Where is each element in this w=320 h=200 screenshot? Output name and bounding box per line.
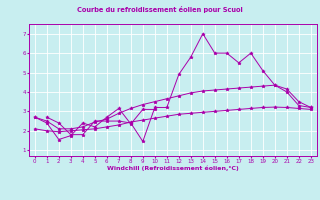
Text: Courbe du refroidissement éolien pour Scuol: Courbe du refroidissement éolien pour Sc… — [77, 6, 243, 13]
X-axis label: Windchill (Refroidissement éolien,°C): Windchill (Refroidissement éolien,°C) — [107, 165, 239, 171]
